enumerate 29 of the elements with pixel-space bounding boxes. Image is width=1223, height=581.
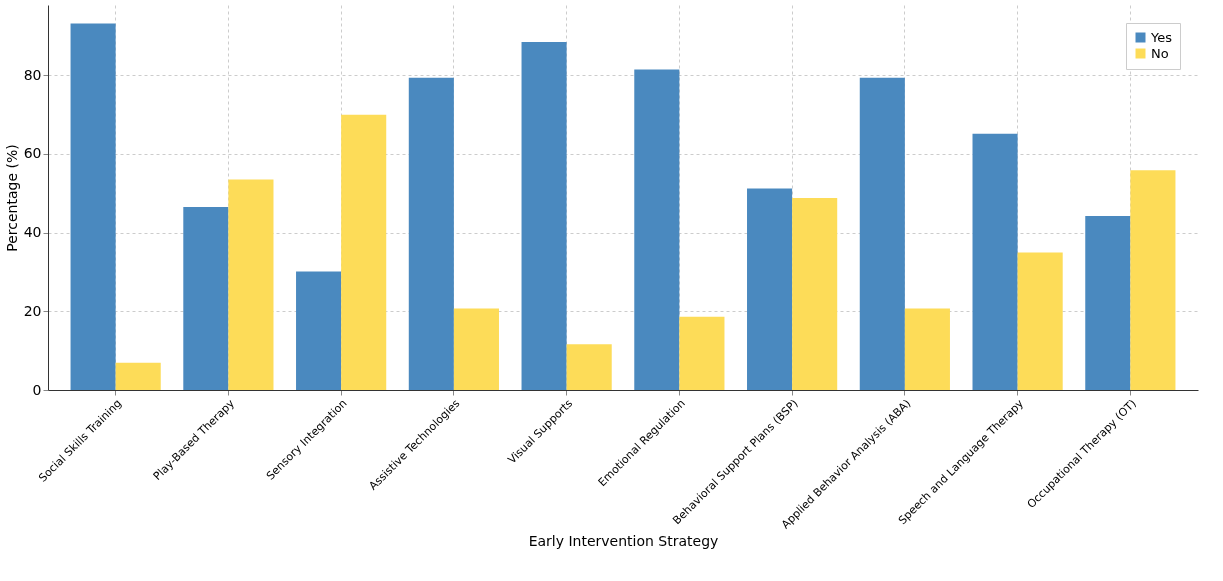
legend-label: No bbox=[1151, 45, 1169, 61]
bar bbox=[566, 344, 612, 390]
bar bbox=[747, 188, 793, 390]
y-tick-label: 40 bbox=[23, 224, 42, 241]
y-tick-label: 60 bbox=[23, 145, 42, 162]
bar bbox=[408, 77, 454, 390]
bar bbox=[679, 316, 725, 390]
bar bbox=[1130, 170, 1176, 390]
bar bbox=[634, 69, 680, 390]
bar bbox=[296, 271, 342, 390]
bar bbox=[341, 114, 387, 390]
legend-label: Yes bbox=[1150, 29, 1173, 45]
bar bbox=[453, 308, 499, 390]
bar bbox=[70, 23, 116, 390]
x-axis-title: Early Intervention Strategy bbox=[528, 532, 719, 549]
bar bbox=[183, 206, 229, 390]
bar bbox=[972, 133, 1018, 390]
y-tick-label: 0 bbox=[32, 381, 42, 398]
bar bbox=[792, 197, 838, 390]
bar bbox=[521, 42, 567, 390]
bar bbox=[228, 179, 274, 390]
y-axis-title: Percentage (%) bbox=[3, 144, 20, 252]
bar bbox=[859, 77, 905, 390]
y-tick-label: 80 bbox=[23, 66, 42, 83]
y-tick-label: 20 bbox=[23, 302, 42, 319]
bar bbox=[1017, 252, 1063, 390]
bar bbox=[115, 362, 161, 390]
bar bbox=[904, 308, 950, 390]
bar bbox=[1085, 216, 1131, 390]
